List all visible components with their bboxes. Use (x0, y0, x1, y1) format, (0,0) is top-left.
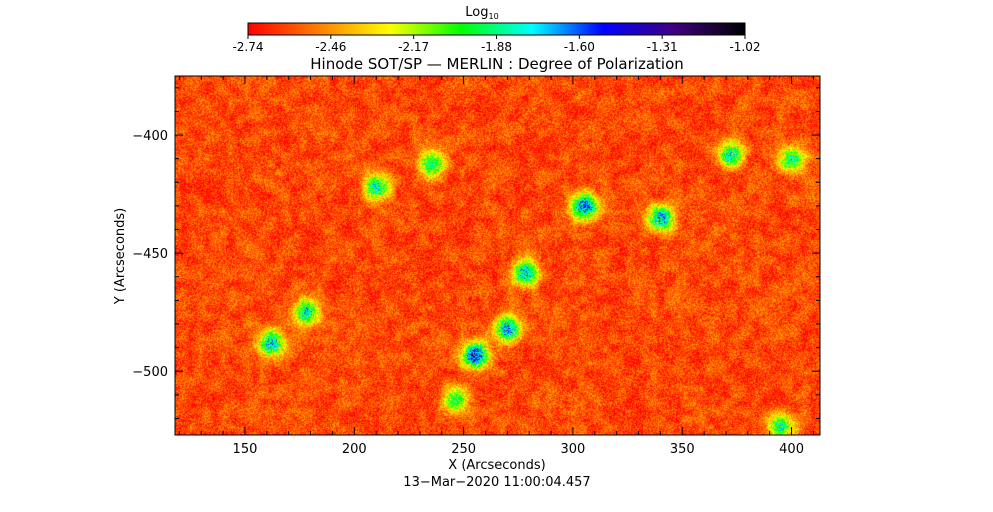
y-tick-label: −450 (132, 247, 168, 262)
heatmap (175, 76, 820, 435)
plot-frame (174, 75, 821, 436)
timestamp: 13−Mar−2020 11:00:04.457 (403, 475, 590, 490)
colorbar-tick-label: -1.31 (647, 40, 678, 54)
heatmap-container (175, 76, 820, 435)
y-tick-label: −400 (132, 129, 168, 144)
colorbar-tick-label: -2.46 (315, 40, 346, 54)
colorbar: Log10 -2.74 -2.46 -2.17 -1.88 -1.60 -1.31 -1.0… (232, 5, 760, 54)
colorbar-tick-label: -1.02 (729, 40, 760, 54)
y-axis-label: Y (Arcseconds) (113, 208, 128, 305)
colorbar-tick-label: -2.74 (232, 40, 263, 54)
x-tick-label: 250 (451, 442, 476, 457)
x-tick-label: 350 (670, 442, 695, 457)
x-tick-label: 200 (342, 442, 367, 457)
chart-title: Hinode SOT/SP — MERLIN : Degree of Polar… (310, 55, 684, 73)
colorbar-tick-label: -1.60 (564, 40, 595, 54)
colorbar-ticks: -2.74 -2.46 -2.17 -1.88 -1.60 -1.31 -1.02 (232, 35, 761, 54)
x-tick-label: 300 (561, 442, 586, 457)
y-tick-label: −500 (132, 365, 168, 380)
colorbar-tick-label: -2.17 (398, 40, 429, 54)
colorbar-tick-label: -1.88 (481, 40, 512, 54)
colorbar-label: Log10 (465, 5, 498, 21)
y-axis: −400 −450 −500 (132, 87, 820, 419)
x-tick-label: 150 (233, 442, 258, 457)
x-axis: 150 200 250 300 350 400 (178, 76, 814, 457)
x-tick-label: 400 (779, 442, 804, 457)
colorbar-gradient (247, 22, 746, 36)
x-axis-label: X (Arcseconds) (448, 458, 545, 473)
